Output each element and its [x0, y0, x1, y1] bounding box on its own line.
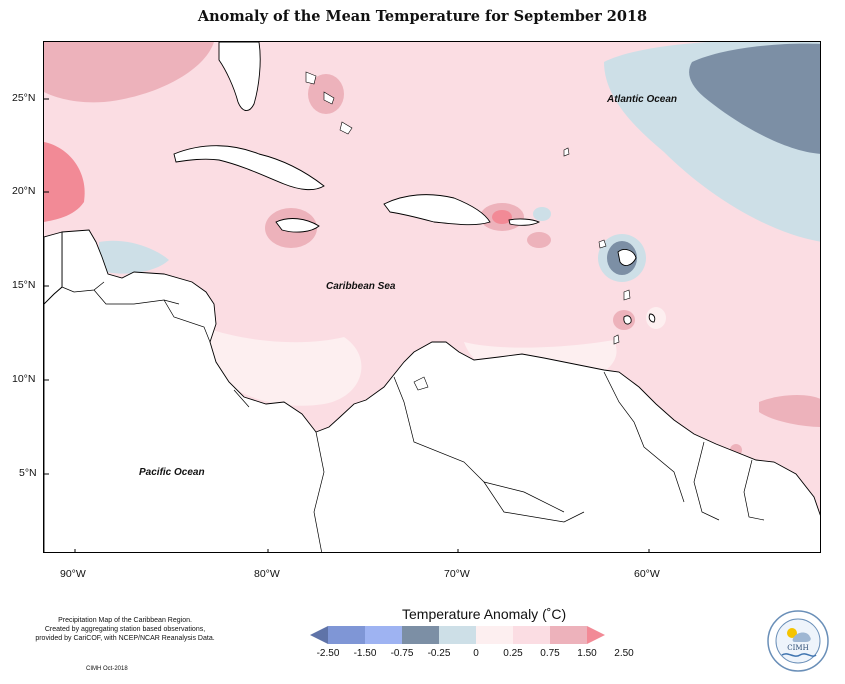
border-costa-rica [233, 389, 250, 408]
border-venezuela-brazil [483, 481, 565, 513]
label-pacific-ocean: Pacific Ocean [139, 467, 205, 478]
island-martinique [623, 289, 631, 301]
legend-swatch [328, 626, 365, 644]
footer-line-3: provided by CariCOF, with NCEP/NCAR Rean… [35, 635, 215, 642]
border-honduras [93, 289, 180, 305]
inner-ticks [44, 98, 650, 552]
island-grenada [613, 334, 620, 345]
land-barbados [648, 313, 656, 323]
neutral-patch-barbados [646, 307, 666, 329]
footer-line-2: Created by aggregating station based obs… [44, 626, 206, 633]
cool-patch-anguilla [533, 207, 551, 221]
lat-label-20: 20°N [12, 185, 36, 197]
warm-patch-gulf [44, 42, 214, 103]
logo-wave-icon [781, 653, 817, 657]
map-title: Anomaly of the Mean Temperature for Sept… [197, 8, 648, 25]
logo-text: CIMH [787, 644, 808, 652]
label-caribbean-sea: Caribbean Sea [326, 281, 396, 292]
neutral-patch-southwest [204, 327, 362, 406]
border-colombia-pacific [313, 431, 325, 552]
legend-tick-label: 1.50 [577, 648, 597, 659]
lat-label-15: 15°N [12, 279, 36, 291]
legend-swatches [310, 626, 605, 644]
land-puerto-rico [508, 218, 541, 226]
land-st-lucia [623, 315, 632, 325]
border-guatemala [61, 281, 105, 293]
cold-patch-atlantic [689, 43, 820, 154]
island-turks [563, 147, 570, 157]
logo-cloud-icon [792, 632, 811, 642]
legend-swatch [513, 626, 550, 644]
legend-colorbar [310, 626, 605, 644]
border-nicaragua [163, 299, 211, 343]
legend-swatch [365, 626, 402, 644]
legend-tick-label: 0 [473, 648, 479, 659]
legend-tick-label: -0.75 [390, 648, 414, 659]
legend-swatch [439, 626, 476, 644]
map-canvas [44, 42, 820, 552]
small-islands [305, 71, 631, 391]
legend-swatch [550, 626, 587, 644]
cimh-logo: CIMH [767, 610, 829, 672]
land-cuba [173, 145, 325, 191]
lat-label-10: 10°N [12, 373, 36, 385]
hot-patch-puerto-rico [492, 210, 512, 224]
legend-tick-label: 0.75 [540, 648, 560, 659]
legend-arrow-high [587, 626, 605, 644]
lon-label-90: 90°W [60, 568, 86, 580]
lon-label-70: 70°W [444, 568, 470, 580]
island-antigua [598, 239, 607, 249]
legend-swatch [476, 626, 513, 644]
logo-sun-icon [787, 628, 797, 638]
legend-tick-label: -2.50 [316, 648, 340, 659]
border-suriname-guiana [743, 459, 765, 521]
footer-line-1: Precipitation Map of the Caribbean Regio… [58, 617, 192, 624]
island-bahamas-1 [305, 71, 317, 85]
land-central-south-america [44, 229, 820, 552]
anomaly-map: Atlantic Ocean Caribbean Sea Pacific Oce… [43, 41, 821, 553]
warm-patch-east [759, 395, 820, 427]
lat-label-25: 25°N [12, 92, 36, 104]
warm-patch-virgin-islands [527, 232, 551, 248]
warm-patch-yucatan [44, 142, 85, 222]
legend-tick-label: -1.50 [353, 648, 377, 659]
island-aruba [413, 376, 429, 391]
legend-title: Temperature Anomaly (˚C) [402, 606, 567, 622]
lon-label-80: 80°W [254, 568, 280, 580]
legend-tick-label: 0.25 [503, 648, 523, 659]
legend-swatch [402, 626, 439, 644]
legend-tick-label: -0.25 [427, 648, 451, 659]
legend-tick-label: 2.50 [614, 648, 634, 659]
border-guyana-suriname [693, 441, 720, 521]
border-venezuela-guyana [603, 371, 685, 503]
lon-label-60: 60°W [634, 568, 660, 580]
border-colombia-venezuela [393, 376, 585, 523]
land-florida [218, 42, 261, 111]
island-bahamas-3 [339, 121, 353, 135]
cool-patch-honduras [99, 240, 169, 274]
lat-label-5: 5°N [19, 467, 37, 479]
land-guadeloupe [617, 249, 637, 266]
country-borders [61, 281, 765, 552]
legend-arrow-low [310, 626, 328, 644]
island-bahamas-2 [323, 91, 335, 105]
footer-note: Precipitation Map of the Caribbean Regio… [12, 616, 238, 643]
land-hispaniola [383, 194, 491, 226]
credit-text: CIMH Oct-2018 [86, 666, 128, 672]
land-jamaica [275, 218, 320, 233]
land-masses [44, 42, 820, 552]
label-atlantic-ocean: Atlantic Ocean [607, 94, 678, 105]
